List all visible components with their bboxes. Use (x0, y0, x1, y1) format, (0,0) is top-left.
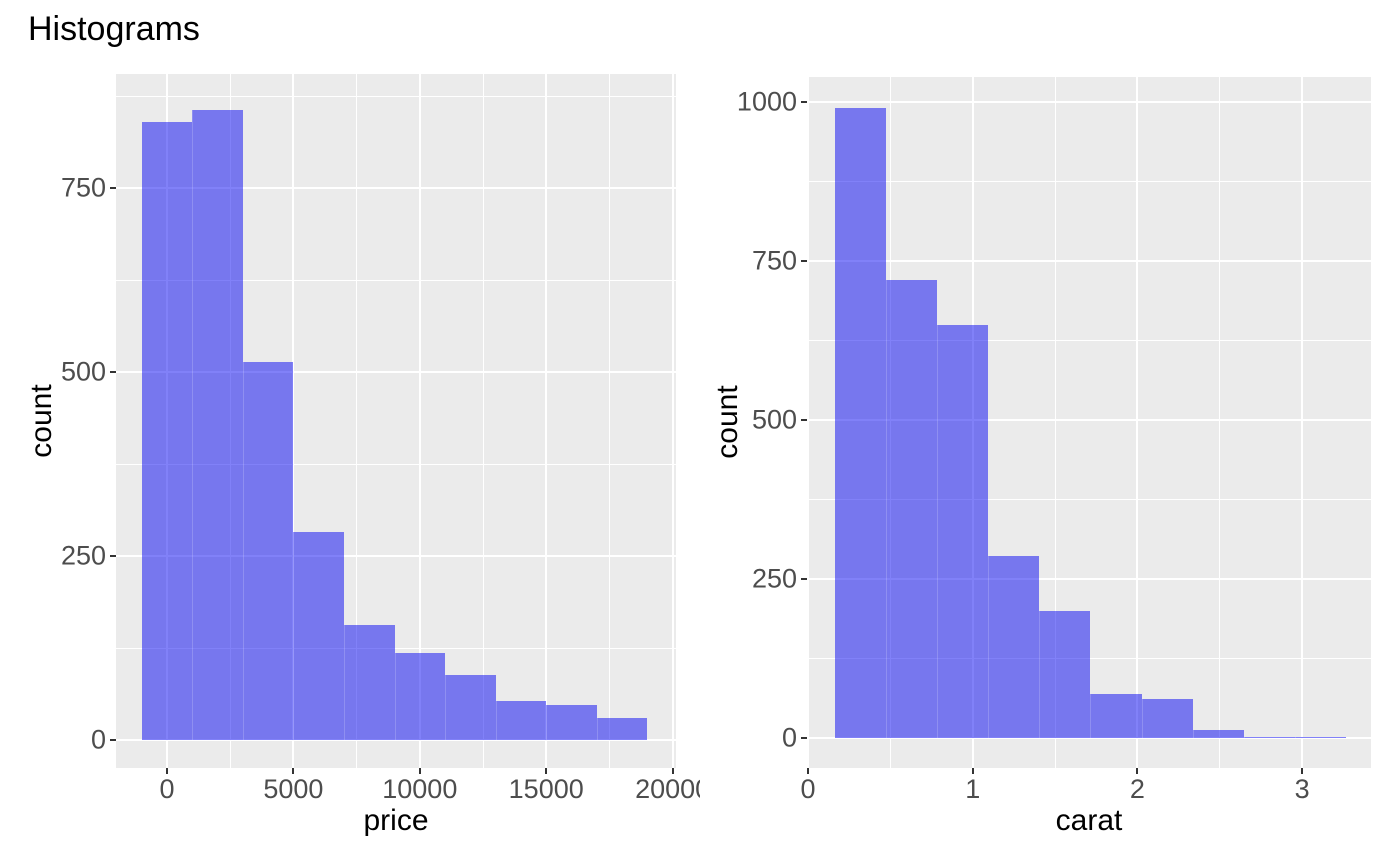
gridline-y-major (807, 578, 1371, 581)
gridline-x-minor (482, 74, 484, 768)
y-axis-tick (801, 418, 807, 421)
gridline-y-major (116, 739, 676, 742)
y-axis-tick (110, 555, 116, 558)
gridline-y-minor (116, 279, 676, 281)
y-tick-label: 0 (90, 724, 106, 755)
histogram-bar (445, 675, 496, 741)
y-axis-title-count-left: count (25, 384, 58, 458)
gridline-y-minor (116, 95, 676, 97)
y-tick-label: 750 (60, 172, 106, 203)
x-axis-tick (545, 768, 548, 774)
histogram-bar (1039, 610, 1091, 739)
x-axis-tick (806, 768, 809, 774)
histogram-bar (937, 324, 989, 739)
x-axis-title-price: price (363, 804, 429, 837)
gridline-y-major (807, 100, 1371, 103)
y-axis-tick (110, 739, 116, 742)
y-axis-tick (801, 259, 807, 262)
histogram-bar (394, 653, 446, 741)
histogram-bar (495, 701, 547, 741)
y-tick-label: 1000 (736, 86, 797, 117)
gridline-x-minor (608, 74, 610, 768)
y-tick-label: 500 (751, 404, 797, 435)
plot-title: Histograms (28, 10, 200, 48)
histogram-bar (1090, 693, 1142, 739)
histogram-bar (546, 705, 597, 741)
x-tick-label: 1 (965, 774, 981, 804)
gridline-y-major (116, 555, 676, 558)
gridline-y-major (807, 259, 1371, 262)
x-tick-label: 2 (1129, 774, 1145, 804)
gridline-y-major (807, 418, 1371, 421)
histogram-bar (141, 121, 193, 741)
carat-histogram-subplot: carat count 0 1 2 3 0 250 500 750 1000 (700, 0, 1400, 866)
x-tick-label: 5000 (263, 774, 324, 804)
histogram-bar (343, 625, 395, 741)
x-tick-label: 3 (1294, 774, 1310, 804)
gridline-y-minor (807, 180, 1371, 182)
x-axis-tick (418, 768, 421, 774)
x-axis-title-carat: carat (1055, 804, 1123, 837)
histogram-bar (293, 532, 344, 741)
gridline-x-major (418, 74, 421, 768)
x-axis-tick (1136, 768, 1139, 774)
gridline-x-major (806, 77, 809, 768)
gridline-x-major (1136, 77, 1139, 768)
histogram-bar (886, 279, 938, 739)
x-tick-label: 0 (800, 774, 816, 804)
x-axis-tick (165, 768, 168, 774)
x-axis-tick (1301, 768, 1304, 774)
gridline-x-major (545, 74, 548, 768)
histogram-bar (1141, 699, 1193, 739)
gridline-y-minor (807, 498, 1371, 500)
gridline-y-minor (807, 339, 1371, 341)
gridline-y-major (116, 371, 676, 374)
y-tick-label: 0 (781, 722, 797, 753)
histogram-bar (242, 361, 294, 741)
y-axis-tick (801, 100, 807, 103)
y-axis-tick (110, 371, 116, 374)
y-tick-label: 250 (751, 563, 797, 594)
gridline-y-minor (116, 647, 676, 649)
gridline-y-major (807, 737, 1371, 740)
gridline-x-major (671, 74, 674, 768)
y-axis-tick (110, 187, 116, 190)
x-axis-tick (971, 768, 974, 774)
gridline-x-minor (1219, 77, 1221, 768)
y-axis-title-count-right: count (711, 385, 744, 459)
y-tick-label: 750 (751, 245, 797, 276)
gridline-x-major (292, 74, 295, 768)
x-tick-label: 10000 (382, 774, 458, 804)
histogram-bar (192, 110, 243, 741)
histogram-bar (1294, 737, 1346, 739)
y-axis-tick (801, 578, 807, 581)
gridline-x-major (1301, 77, 1304, 768)
histogram-bar (596, 717, 648, 741)
y-axis-tick (801, 737, 807, 740)
histogram-bar (835, 108, 887, 739)
histogram-bar (1192, 730, 1244, 739)
x-tick-label: 15000 (508, 774, 584, 804)
x-axis-tick (671, 768, 674, 774)
histogram-bar (988, 556, 1040, 739)
histogram-bar (1243, 736, 1295, 739)
y-tick-label: 500 (60, 356, 106, 387)
y-tick-label: 250 (60, 540, 106, 571)
gridline-y-minor (116, 463, 676, 465)
gridline-x-minor (1054, 77, 1056, 768)
gridline-x-minor (356, 74, 358, 768)
x-tick-label: 0 (159, 774, 175, 804)
x-axis-tick (292, 768, 295, 774)
gridline-y-major (116, 187, 676, 190)
